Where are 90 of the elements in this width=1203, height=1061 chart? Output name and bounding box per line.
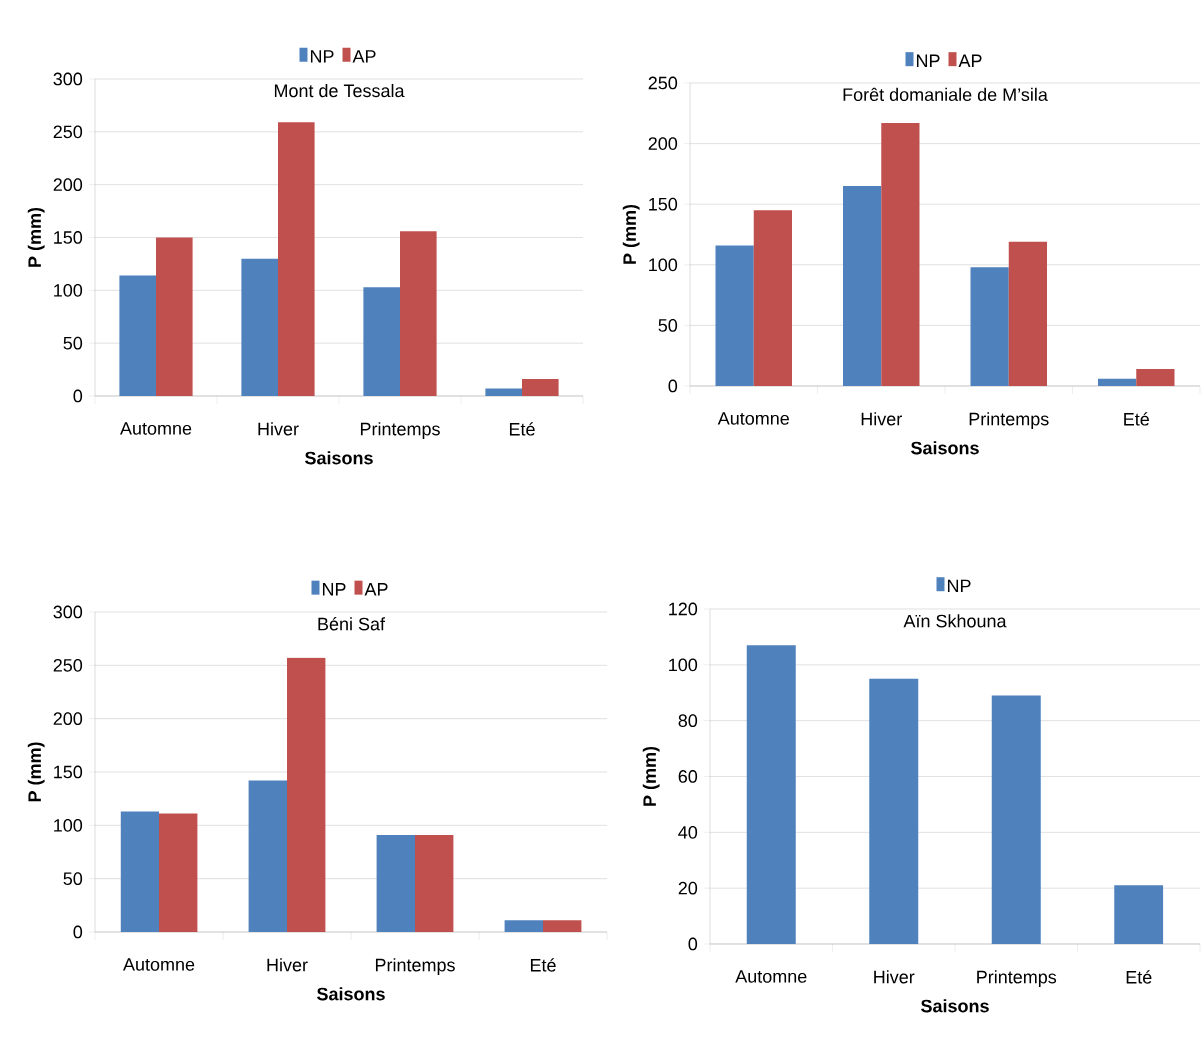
- chart-title: Mont de Tessala: [274, 83, 405, 98]
- x-tick-label: Automne: [123, 958, 195, 971]
- bar: [485, 388, 522, 396]
- y-tick-label: 150: [54, 765, 83, 779]
- bar: [363, 287, 400, 396]
- y-tick-label: 100: [649, 258, 678, 272]
- bar: [415, 834, 454, 932]
- y-tick-label: 150: [649, 197, 678, 211]
- chart-title: Béni Saf: [318, 617, 386, 631]
- legend-label: NP: [916, 54, 940, 68]
- legend-label: NP: [947, 579, 971, 593]
- x-tick-label: Printemps: [360, 422, 440, 439]
- bar: [1008, 241, 1048, 386]
- y-tick-label: 60: [678, 770, 698, 783]
- legend-label: NP: [322, 583, 346, 596]
- bar: [156, 237, 193, 396]
- y-tick-label: 0: [688, 937, 698, 951]
- bar: [715, 245, 754, 386]
- y-axis-title: P (mm): [27, 207, 45, 267]
- y-tick-label: 0: [73, 925, 83, 939]
- y-tick-label: 300: [53, 605, 83, 619]
- y-tick-label: 300: [53, 72, 83, 86]
- y-tick-label: 250: [53, 658, 83, 672]
- bar: [522, 379, 559, 396]
- y-tick-label: 200: [53, 178, 83, 192]
- bar: [400, 231, 437, 396]
- x-tick-label: Eté: [1124, 412, 1149, 426]
- x-axis-title: Saisons: [305, 451, 373, 465]
- y-tick-label: 100: [54, 283, 83, 297]
- chart-title: Forêt domaniale de M’sila: [843, 87, 1048, 102]
- x-tick-label: Automne: [735, 970, 807, 983]
- y-tick-label: 50: [63, 336, 83, 350]
- x-axis-title: Saisons: [921, 999, 989, 1013]
- x-tick-label: Eté: [1126, 970, 1152, 984]
- x-tick-label: Hiver: [874, 970, 915, 984]
- x-tick-label: Printemps: [969, 412, 1049, 429]
- y-axis-title: P (mm): [27, 742, 45, 802]
- y-tick-label: 250: [648, 76, 678, 90]
- bar: [1136, 369, 1175, 386]
- x-tick-label: Automne: [120, 422, 192, 435]
- x-tick-label: Hiver: [861, 412, 902, 426]
- bar: [120, 811, 159, 932]
- bar: [504, 920, 543, 932]
- y-tick-label: 20: [678, 881, 698, 895]
- bar: [746, 645, 796, 944]
- y-tick-label: 150: [54, 231, 83, 244]
- legend-label: NP: [310, 50, 334, 63]
- x-axis-title: Saisons: [317, 987, 385, 1001]
- y-axis-title: P (mm): [642, 746, 660, 806]
- x-tick-label: Hiver: [267, 958, 308, 972]
- bar: [241, 258, 278, 396]
- bar: [970, 267, 1009, 386]
- bar: [119, 275, 156, 396]
- legend-label: AP: [364, 583, 388, 596]
- bar: [843, 186, 882, 386]
- bar: [278, 122, 315, 396]
- y-tick-label: 100: [669, 658, 698, 672]
- x-axis-title: Saisons: [911, 441, 979, 455]
- y-tick-label: 50: [63, 872, 83, 886]
- chart-title: Aïn Skhouna: [903, 614, 1007, 628]
- x-tick-label: Automne: [717, 412, 789, 425]
- y-tick-label: 120: [669, 602, 698, 616]
- y-tick-label: 250: [53, 125, 83, 139]
- x-tick-label: Eté: [530, 958, 556, 972]
- x-tick-label: Printemps: [375, 958, 455, 975]
- y-tick-label: 200: [648, 137, 678, 150]
- x-tick-label: Printemps: [977, 970, 1057, 987]
- bar: [1114, 885, 1164, 944]
- y-axis-title: P (mm): [622, 204, 640, 264]
- bar: [376, 834, 415, 932]
- bar: [869, 678, 919, 944]
- bar: [543, 920, 582, 932]
- x-tick-label: Eté: [509, 422, 535, 436]
- x-tick-label: Hiver: [258, 422, 299, 436]
- bar: [287, 657, 326, 932]
- bar: [881, 122, 920, 386]
- legend-label: AP: [352, 50, 376, 63]
- legend-label: AP: [958, 54, 982, 68]
- y-tick-label: 0: [73, 389, 83, 403]
- bar: [1098, 378, 1137, 386]
- bar: [753, 210, 793, 386]
- bar: [248, 780, 287, 932]
- y-tick-label: 200: [53, 712, 83, 726]
- y-tick-label: 100: [54, 818, 83, 832]
- y-tick-label: 40: [678, 825, 698, 839]
- y-tick-label: 80: [678, 714, 698, 728]
- y-tick-label: 50: [658, 319, 678, 332]
- y-tick-label: 0: [668, 379, 678, 393]
- bar: [159, 813, 198, 932]
- bar: [991, 695, 1041, 944]
